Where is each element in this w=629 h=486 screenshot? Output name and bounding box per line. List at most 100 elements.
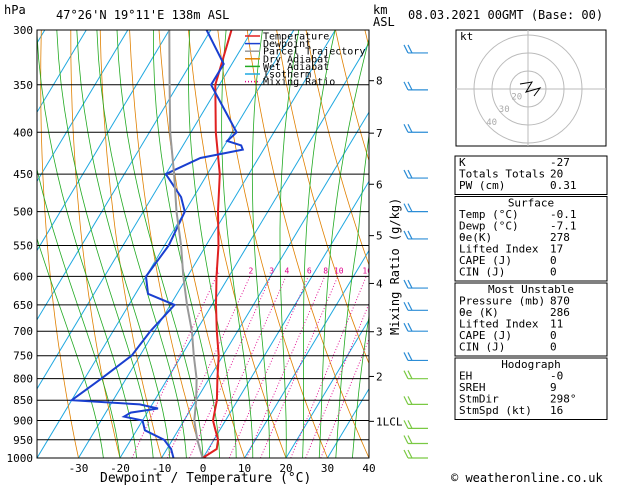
km-label: 7: [376, 127, 383, 140]
legend-label: Wet Adiabat: [263, 62, 329, 73]
wind-barb-flag: [403, 449, 409, 459]
hodograph-frame: [455, 29, 607, 147]
dry-adiabat-line: [217, 30, 328, 458]
pressure-tick-label: 950: [13, 434, 33, 447]
surface-row-value: -7.1: [550, 220, 577, 233]
surface-row-name: CAPE (J): [459, 254, 512, 267]
km-label: 3: [376, 326, 383, 339]
mixing-ratio-label: 3: [269, 266, 274, 275]
surface-row-value: 0: [550, 266, 557, 279]
indices-row-value: 0.31: [550, 179, 577, 192]
mixing-ratio-label: 20: [376, 266, 386, 275]
hodograph-table-box: [454, 357, 608, 420]
legend-label: Dewpoint: [263, 39, 311, 50]
wind-barb-flag: [403, 44, 409, 54]
surface-title: Surface: [508, 197, 554, 210]
pressure-tick-label: 550: [13, 239, 33, 252]
isotherm-line: [78, 30, 336, 458]
datetime-title: 08.03.2021 00GMT (Base: 00): [408, 8, 603, 22]
wind-barb-flag: [403, 302, 409, 311]
isotherm-line: [119, 42, 369, 458]
dry-adiabat-line: [40, 30, 79, 458]
surface-row-value: 17: [550, 243, 563, 256]
wind-barb-flag: [407, 169, 413, 179]
surface-row-name: Temp (°C): [459, 208, 519, 221]
most-unstable-row-value: 0: [550, 341, 557, 354]
mixing-ratio-line: [131, 276, 217, 458]
wind-barb-flag: [407, 81, 413, 91]
isotherm-line: [161, 111, 369, 458]
wind-barb-flag: [403, 169, 409, 179]
temp-tick-label: 20: [279, 462, 292, 475]
mixing-ratio-line: [228, 276, 309, 458]
pressure-tick-label: 400: [13, 126, 33, 139]
wind-barb-flag: [403, 396, 409, 405]
mixing-ratio-label: 8: [323, 266, 328, 275]
wind-barb-flag: [403, 81, 409, 91]
indices-row-name: K: [459, 156, 466, 169]
wind-barb-flag: [403, 279, 409, 289]
km-label: 6: [376, 178, 383, 191]
wind-barb-flag: [407, 370, 413, 379]
hodograph-ring-label: 30: [499, 105, 510, 115]
footer-copyright: © weatheronline.co.uk: [451, 471, 603, 485]
pressure-tick-label: 600: [13, 270, 33, 283]
wind-barb-flag: [407, 203, 413, 212]
location-title: 47°26'N 19°11'E 138m ASL: [56, 8, 229, 22]
wind-barb-flag: [407, 396, 413, 405]
wind-barb-flag: [407, 420, 413, 429]
wet-adiabat-line: [56, 30, 154, 458]
legend-label: Mixing Ratio: [263, 77, 335, 88]
wind-barb-flag: [407, 123, 413, 133]
km-label: 2: [376, 370, 383, 383]
mixing-ratio-axis-label: Mixing Ratio (g/kg): [388, 198, 402, 335]
surface-row-name: CIN (J): [459, 266, 505, 279]
hodograph-table-row-value: 298°: [550, 393, 577, 406]
most-unstable-row-name: Pressure (mb): [459, 295, 545, 308]
hodograph-trace: [519, 81, 542, 97]
pressure-tick-label: 300: [13, 24, 33, 37]
dry-adiabat-line: [129, 30, 204, 458]
pressure-tick-label: 1000: [7, 452, 34, 465]
hodograph-table-row-name: StmSpd (kt): [459, 404, 532, 417]
isotherm-line: [37, 30, 129, 183]
temp-tick-label: 30: [321, 462, 334, 475]
isotherm-line: [244, 249, 369, 458]
wind-barb-flag: [407, 449, 413, 459]
hodograph-ring-label: 40: [486, 118, 497, 128]
x-axis-label: Dewpoint / Temperature (°C): [100, 471, 311, 486]
most-unstable-row-name: CAPE (J): [459, 329, 512, 342]
surface-row-value: -0.1: [550, 208, 577, 221]
series-dewpoint: [68, 30, 245, 458]
hodograph-table-row-name: SREH: [459, 381, 486, 394]
km-label: 1LCL: [376, 415, 403, 428]
pressure-tick-label: 350: [13, 79, 33, 92]
hpa-unit: hPa: [4, 3, 26, 17]
wind-barb-flag: [403, 322, 409, 332]
wind-barb-flag: [407, 302, 413, 311]
hodograph-unit: kt: [460, 30, 473, 43]
wet-adiabat-line: [153, 30, 220, 458]
mixing-ratio-label: 6: [307, 266, 312, 275]
indices-row-value: -27: [550, 156, 570, 169]
mixing-ratio-label: 4: [285, 266, 290, 275]
indices-row-value: 20: [550, 168, 563, 181]
legend-label: Isotherm: [263, 70, 311, 81]
legend-label: Dry Adiabat: [263, 54, 329, 65]
most-unstable-row-value: 286: [550, 306, 570, 319]
wind-barb-flag: [403, 123, 409, 133]
pressure-tick-label: 450: [13, 168, 33, 181]
pressure-tick-label: 850: [13, 394, 33, 407]
temp-tick-label: 0: [200, 462, 207, 475]
km-label: 8: [376, 75, 383, 88]
legend-label: Temperature: [263, 32, 329, 43]
mixing-ratio-label: 16: [362, 266, 372, 275]
isotherm-line: [285, 318, 369, 458]
most-unstable-row-value: 870: [550, 295, 570, 308]
pressure-tick-label: 500: [13, 206, 33, 219]
surface-row-value: 278: [550, 231, 570, 244]
plot-frame: [36, 29, 370, 459]
dry-adiabat-line: [335, 30, 369, 163]
wind-barb-flag: [403, 370, 409, 379]
hodograph-table-row-name: StmDir: [459, 393, 499, 406]
